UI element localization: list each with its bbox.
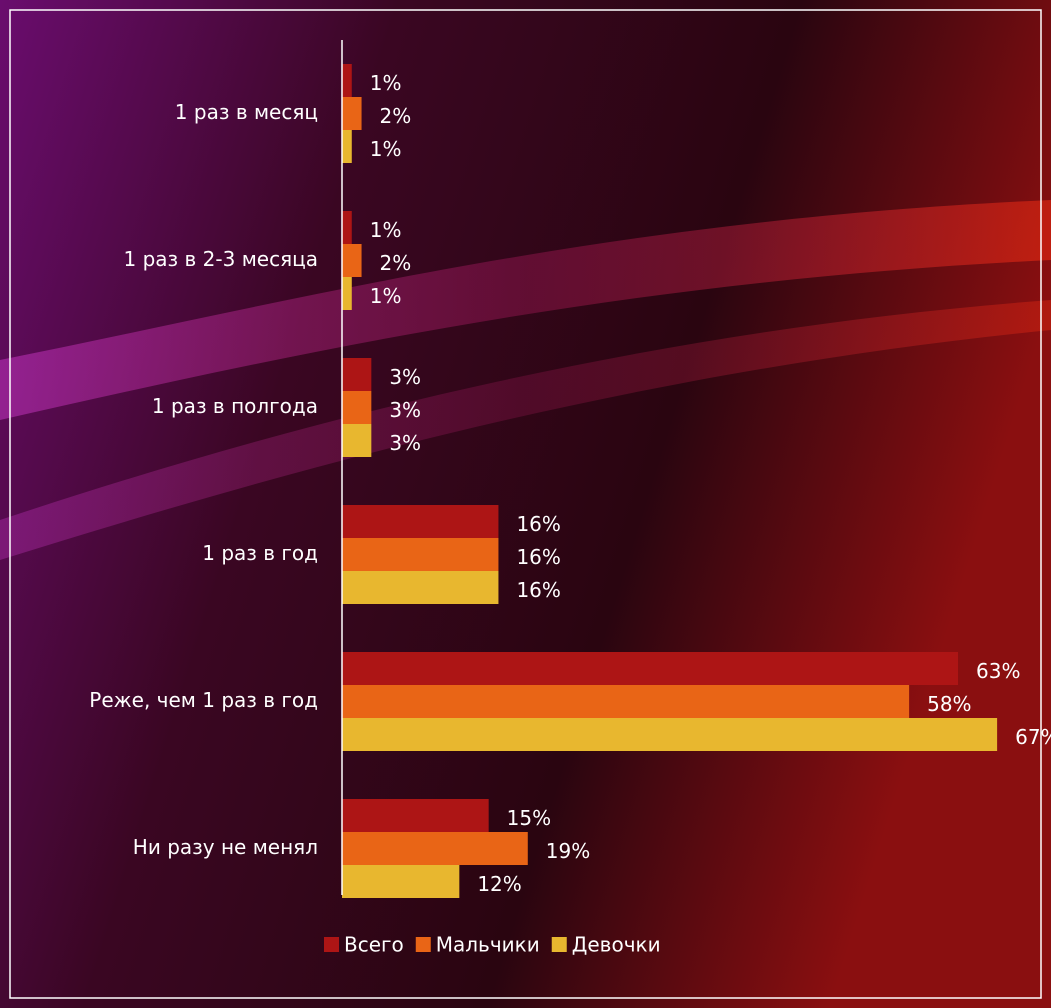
bar	[342, 865, 460, 898]
data-label: 2%	[380, 104, 412, 128]
legend-label: Всего	[344, 933, 404, 957]
bar	[342, 391, 372, 424]
bar	[342, 505, 499, 538]
bar	[342, 652, 958, 685]
legend-swatch	[415, 937, 431, 952]
legend-label: Девочки	[572, 933, 661, 957]
y-tick-label: 1 раз в полгода	[152, 394, 318, 418]
frame	[9, 9, 1042, 999]
data-label: 1%	[370, 284, 402, 308]
data-label: 2%	[380, 251, 412, 275]
bar	[342, 685, 910, 718]
background-streak	[0, 300, 1051, 560]
data-label: 3%	[389, 365, 421, 389]
data-label: 58%	[927, 692, 971, 716]
legend-swatch	[324, 937, 339, 952]
data-label: 16%	[516, 512, 560, 536]
data-label: 12%	[477, 872, 521, 896]
data-label: 63%	[976, 659, 1020, 683]
y-tick-label: 1 раз в год	[202, 541, 318, 565]
y-tick-label: Реже, чем 1 раз в год	[89, 688, 318, 712]
bar	[342, 130, 352, 163]
data-label: 67%	[1015, 725, 1051, 749]
bar	[342, 277, 352, 310]
y-tick-label: 1 раз в 2-3 месяца	[124, 247, 318, 271]
data-label: 15%	[507, 806, 551, 830]
legend-label: Мальчики	[436, 933, 540, 957]
bar	[342, 538, 499, 571]
bar	[342, 64, 352, 97]
data-label: 3%	[389, 398, 421, 422]
bar	[342, 799, 489, 832]
data-label: 1%	[370, 137, 402, 161]
data-label: 1%	[370, 218, 402, 242]
y-tick-label: Ни разу не менял	[133, 835, 318, 859]
bar	[342, 358, 372, 391]
bar	[342, 718, 998, 751]
data-label: 16%	[516, 545, 560, 569]
y-tick-label: 1 раз в месяц	[175, 100, 318, 124]
bar	[342, 211, 352, 244]
bar	[342, 244, 362, 277]
data-label: 19%	[546, 839, 590, 863]
data-label: 1%	[370, 71, 402, 95]
bar	[342, 832, 528, 865]
bar	[342, 97, 362, 130]
data-label: 3%	[389, 431, 421, 455]
bar	[342, 424, 372, 457]
background-streak	[0, 200, 1051, 420]
data-label: 16%	[516, 578, 560, 602]
legend-swatch	[551, 937, 567, 952]
bar	[342, 571, 499, 604]
